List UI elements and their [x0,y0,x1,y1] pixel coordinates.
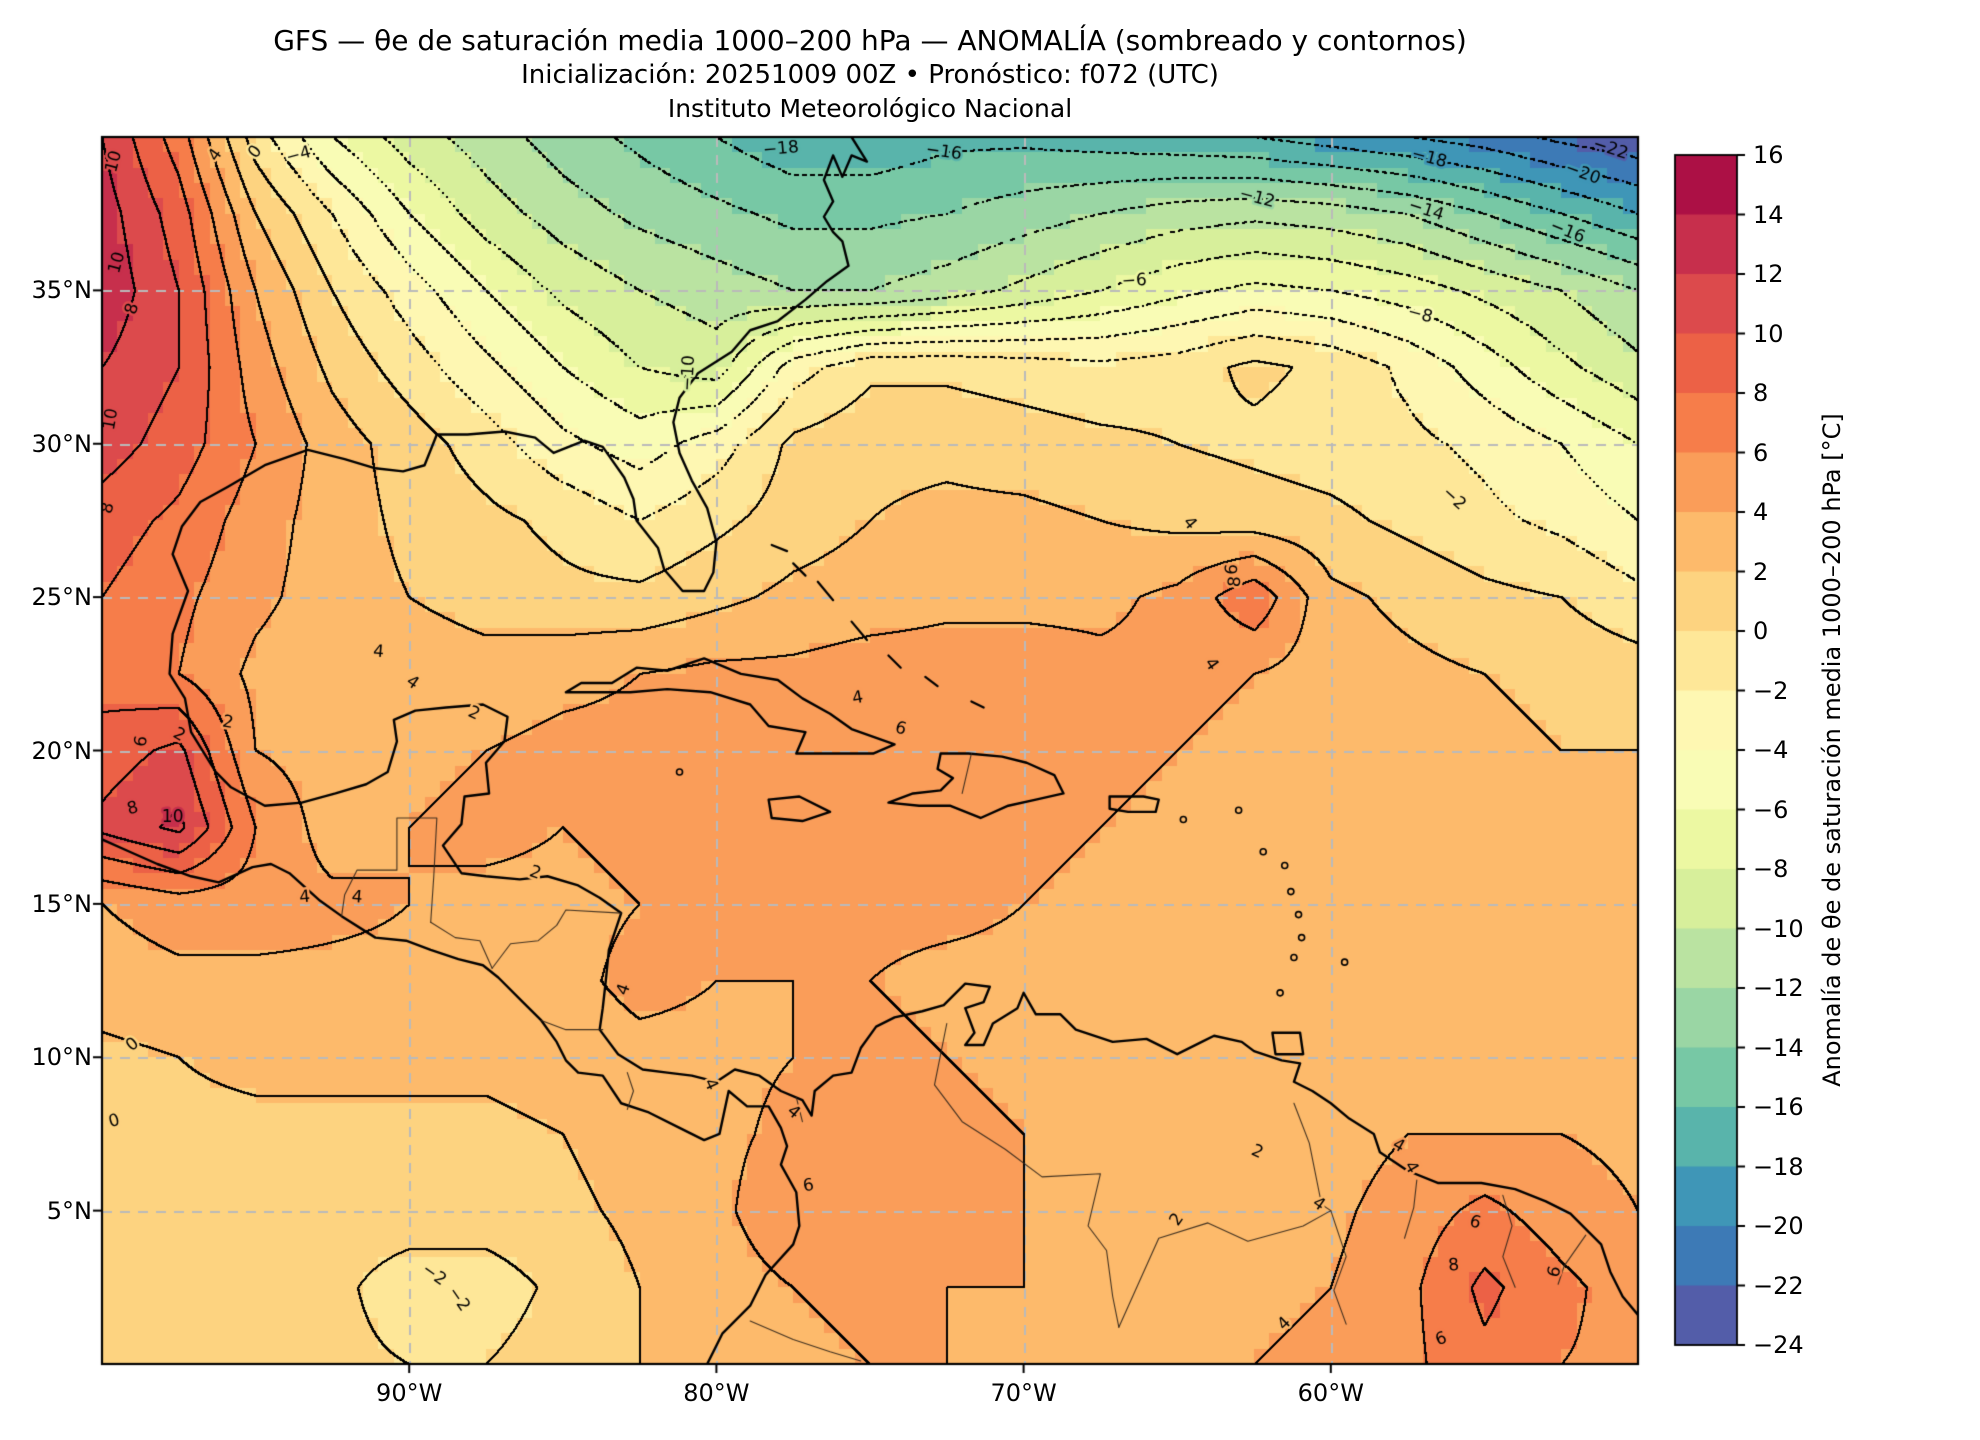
colorbar-tick-label-19: −22 [1753,1271,1804,1300]
x-tick-label-1: 80°W [683,1379,750,1407]
colorbar-tick-label-9: −2 [1753,676,1789,705]
colorbar-tick-label-11: −6 [1753,795,1789,824]
colorbar-tick-label-5: 6 [1753,438,1769,467]
figure-title: GFS — θe de saturación media 1000–200 hP… [273,24,1467,57]
colorbar-tick-label-16: −16 [1753,1093,1804,1121]
colorbar-tick-label-6: 4 [1753,498,1769,526]
y-tick-label-6: 5°N [46,1196,92,1225]
figure-institution: Instituto Meteorológico Nacional [667,94,1073,123]
x-tick-label-2: 70°W [990,1379,1057,1407]
colorbar-tick-label-3: 10 [1753,319,1784,348]
colorbar-tick-label-15: −14 [1753,1033,1804,1062]
y-tick-label-0: 35°N [31,276,93,305]
colorbar-tick-label-14: −12 [1753,974,1804,1002]
colorbar-tick-label-13: −10 [1753,914,1804,943]
colorbar-tick-label-20: −24 [1753,1331,1804,1359]
colorbar-label: Anomalía de θe de saturación media 1000–… [1818,413,1846,1087]
x-tick-label-3: 60°W [1297,1379,1364,1407]
colorbar-tick-label-0: 16 [1753,141,1784,169]
figure-subtitle: Inicialización: 20251009 00Z • Pronóstic… [521,60,1219,90]
y-tick-label-5: 10°N [31,1043,93,1072]
y-tick-label-1: 30°N [31,429,93,458]
colorbar-tick-label-7: 2 [1753,557,1769,586]
y-tick-label-4: 15°N [31,889,93,918]
colorbar-tick-label-18: −20 [1753,1212,1804,1240]
colorbar-tick-label-1: 14 [1753,200,1784,229]
colorbar-tick-label-12: −8 [1753,855,1789,883]
colorbar-tick-label-4: 8 [1753,379,1769,407]
y-tick-label-3: 20°N [31,736,93,765]
colorbar-tick-label-10: −4 [1753,736,1789,764]
colorbar-tick-label-2: 12 [1753,260,1784,288]
colorbar-tick-label-8: 0 [1753,617,1769,645]
y-tick-label-2: 25°N [31,583,93,612]
x-tick-label-0: 90°W [376,1379,443,1407]
colorbar-tick-label-17: −18 [1753,1152,1804,1181]
